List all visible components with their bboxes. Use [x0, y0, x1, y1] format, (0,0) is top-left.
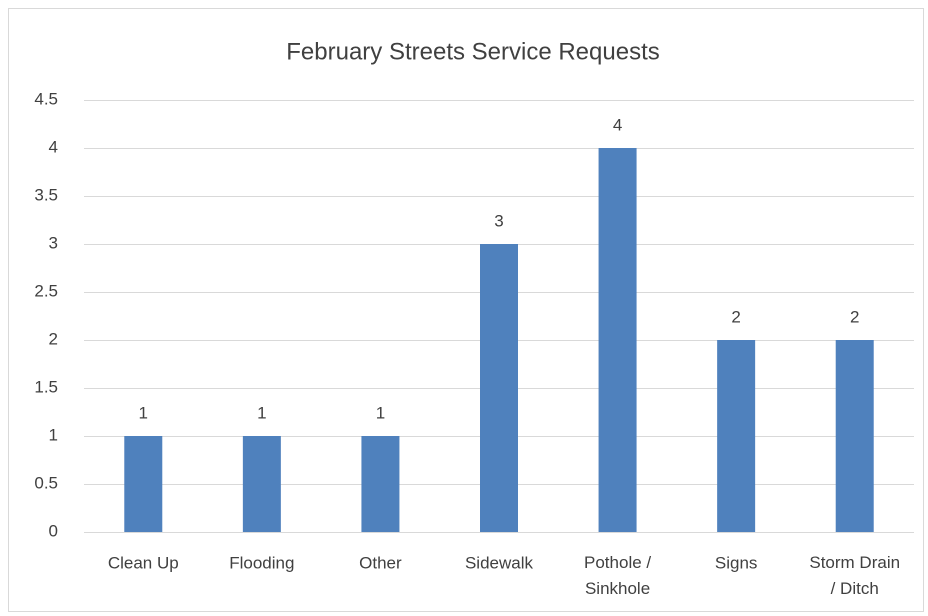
- x-tick-label: Flooding: [229, 553, 294, 572]
- bar: [598, 148, 637, 532]
- y-tick-label: 3: [49, 233, 58, 252]
- data-label: 3: [494, 211, 503, 230]
- x-tick-label: Pothole / Sinkhole: [584, 553, 651, 598]
- y-tick-label: 2: [49, 329, 58, 348]
- y-tick-label: 1: [49, 425, 58, 444]
- bar: [242, 436, 281, 532]
- data-label: 1: [139, 403, 148, 422]
- bar: [361, 436, 400, 532]
- y-tick-label: 1.5: [34, 377, 58, 396]
- chart-title: February Streets Service Requests: [286, 38, 660, 65]
- y-tick-label: 0: [49, 521, 58, 540]
- x-tick-label: Signs: [715, 553, 758, 572]
- x-tick-label: Storm Drain / Ditch: [809, 553, 900, 598]
- y-tick-label: 4.5: [34, 89, 58, 108]
- bar: [717, 340, 756, 532]
- x-tick-label: Clean Up: [108, 553, 179, 572]
- bar: [835, 340, 874, 532]
- data-label: 4: [613, 115, 622, 134]
- y-tick-label: 4: [49, 137, 58, 156]
- x-tick-label: Other: [359, 553, 402, 572]
- data-label: 1: [376, 403, 385, 422]
- y-tick-label: 2.5: [34, 281, 58, 300]
- bar: [480, 244, 518, 532]
- y-tick-label: 3.5: [34, 185, 58, 204]
- data-label: 1: [257, 403, 266, 422]
- x-tick-label: Sidewalk: [465, 553, 534, 572]
- data-label: 2: [850, 307, 859, 326]
- y-tick-label: 0.5: [34, 473, 58, 492]
- data-label: 2: [731, 307, 740, 326]
- bar: [124, 436, 163, 532]
